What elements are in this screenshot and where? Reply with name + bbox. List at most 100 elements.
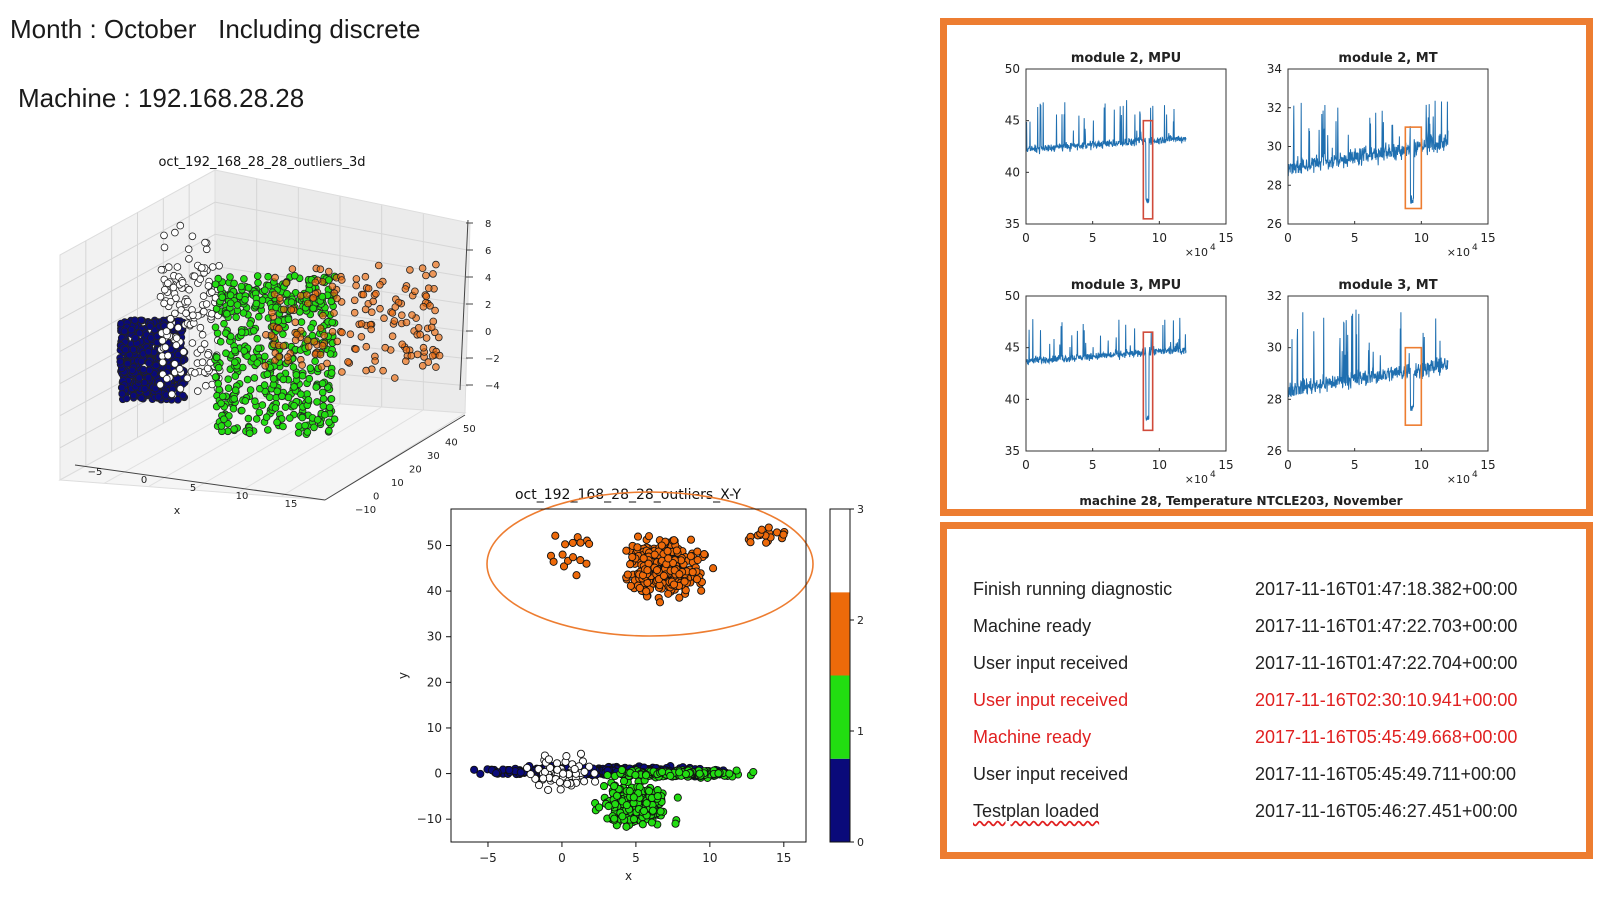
y-tick-label: 28 xyxy=(1267,392,1282,406)
orange-point xyxy=(293,330,301,339)
green-point xyxy=(622,801,631,810)
orange-point xyxy=(692,575,702,584)
y-tick-label: 26 xyxy=(1267,217,1282,231)
orange-point xyxy=(275,352,284,361)
x-tick-label: 10 xyxy=(1152,231,1167,245)
x-tick-label: 0 xyxy=(1284,458,1292,472)
orange-point xyxy=(686,535,696,544)
white-point xyxy=(176,221,185,230)
green-point xyxy=(264,426,272,434)
z-tick-label: 2 xyxy=(485,300,491,311)
log-timestamp: 2017-11-16T01:47:22.704+00:00 xyxy=(1255,653,1518,673)
navy-point xyxy=(152,361,160,370)
orange-point xyxy=(282,279,291,287)
orange-point xyxy=(304,299,312,308)
orange-point xyxy=(367,325,376,334)
green-point xyxy=(284,315,293,324)
anomaly-highlight xyxy=(1404,126,1423,210)
orange-point xyxy=(432,363,440,371)
green-point xyxy=(325,426,333,435)
orange-point xyxy=(291,318,300,327)
green-point xyxy=(618,812,627,821)
green-point xyxy=(295,422,303,430)
orange-point xyxy=(388,332,397,341)
orange-point xyxy=(304,343,313,351)
colorbar-tick-label: 1 xyxy=(857,725,864,738)
orange-point xyxy=(549,557,558,566)
orange-point xyxy=(551,531,560,540)
white-point xyxy=(553,765,562,774)
x-tick-label: 0 xyxy=(1022,458,1030,472)
colorbar-segment xyxy=(830,675,850,759)
green-point xyxy=(264,272,272,281)
x-tick-label: 5 xyxy=(1351,458,1359,472)
orange-point xyxy=(309,294,318,302)
colorbar-segment xyxy=(830,509,850,593)
orange-point xyxy=(350,296,359,305)
green-point xyxy=(610,782,619,791)
x-tick-label: 5 xyxy=(1089,231,1097,245)
green-point xyxy=(250,327,258,335)
x-exponent-power: 4 xyxy=(1472,243,1478,253)
month-heading: Month : October Including discrete xyxy=(10,14,421,44)
navy-point xyxy=(135,329,144,337)
orange-point xyxy=(422,292,431,301)
y-tick-label: 20 xyxy=(409,465,422,476)
log-event: Machine ready xyxy=(973,616,1092,636)
orange-point xyxy=(709,564,718,573)
y-tick-label: 10 xyxy=(427,721,442,735)
orange-point xyxy=(669,580,679,589)
orange-point xyxy=(764,523,773,532)
green-point xyxy=(283,290,291,298)
x-tick-label: 10 xyxy=(236,491,249,502)
grid-line xyxy=(59,201,216,288)
y-tick-label: 35 xyxy=(1005,217,1020,231)
orange-point xyxy=(346,330,355,339)
x-tick-label: 0 xyxy=(141,475,147,486)
navy-point xyxy=(118,384,126,392)
plot-frame xyxy=(1287,68,1489,225)
white-point xyxy=(559,769,568,778)
orange-point xyxy=(419,302,428,311)
colorbar-frame xyxy=(829,508,851,843)
white-point xyxy=(208,263,217,271)
orange-point xyxy=(652,566,662,575)
orange-point xyxy=(357,333,366,341)
navy-point xyxy=(145,359,153,367)
green-point xyxy=(255,408,264,417)
white-point xyxy=(176,385,185,393)
green-point xyxy=(260,381,269,389)
green-point xyxy=(230,425,238,433)
green-point xyxy=(223,309,231,318)
x-tick-label: 15 xyxy=(1218,458,1233,472)
colorbar-segment xyxy=(830,592,850,676)
green-point xyxy=(313,416,322,424)
white-point xyxy=(172,334,181,342)
green-point xyxy=(250,374,259,382)
green-point xyxy=(233,301,242,309)
orange-point xyxy=(279,305,288,314)
green-point xyxy=(229,404,238,413)
orange-point xyxy=(572,571,581,580)
green-point xyxy=(271,404,280,412)
white-point xyxy=(161,343,170,352)
y-tick-label: 28 xyxy=(1267,178,1282,192)
green-point xyxy=(681,769,690,779)
x-tick-label: 0 xyxy=(1284,231,1292,245)
orange-point xyxy=(261,362,270,370)
white-point xyxy=(526,770,535,779)
navy-point xyxy=(145,366,154,375)
white-point xyxy=(171,309,179,318)
orange-point xyxy=(659,571,668,580)
log-event: Machine ready xyxy=(973,727,1092,747)
green-point xyxy=(645,787,654,796)
white-point xyxy=(590,769,599,778)
green-point xyxy=(238,406,246,415)
orange-point xyxy=(338,328,346,337)
white-point xyxy=(188,339,197,347)
white-point xyxy=(160,231,168,240)
chart-title: oct_192_168_28_28_outliers_X-Y xyxy=(515,487,741,503)
orange-point xyxy=(401,357,410,366)
white-point xyxy=(158,358,167,367)
x-tick-label: −5 xyxy=(479,851,497,865)
